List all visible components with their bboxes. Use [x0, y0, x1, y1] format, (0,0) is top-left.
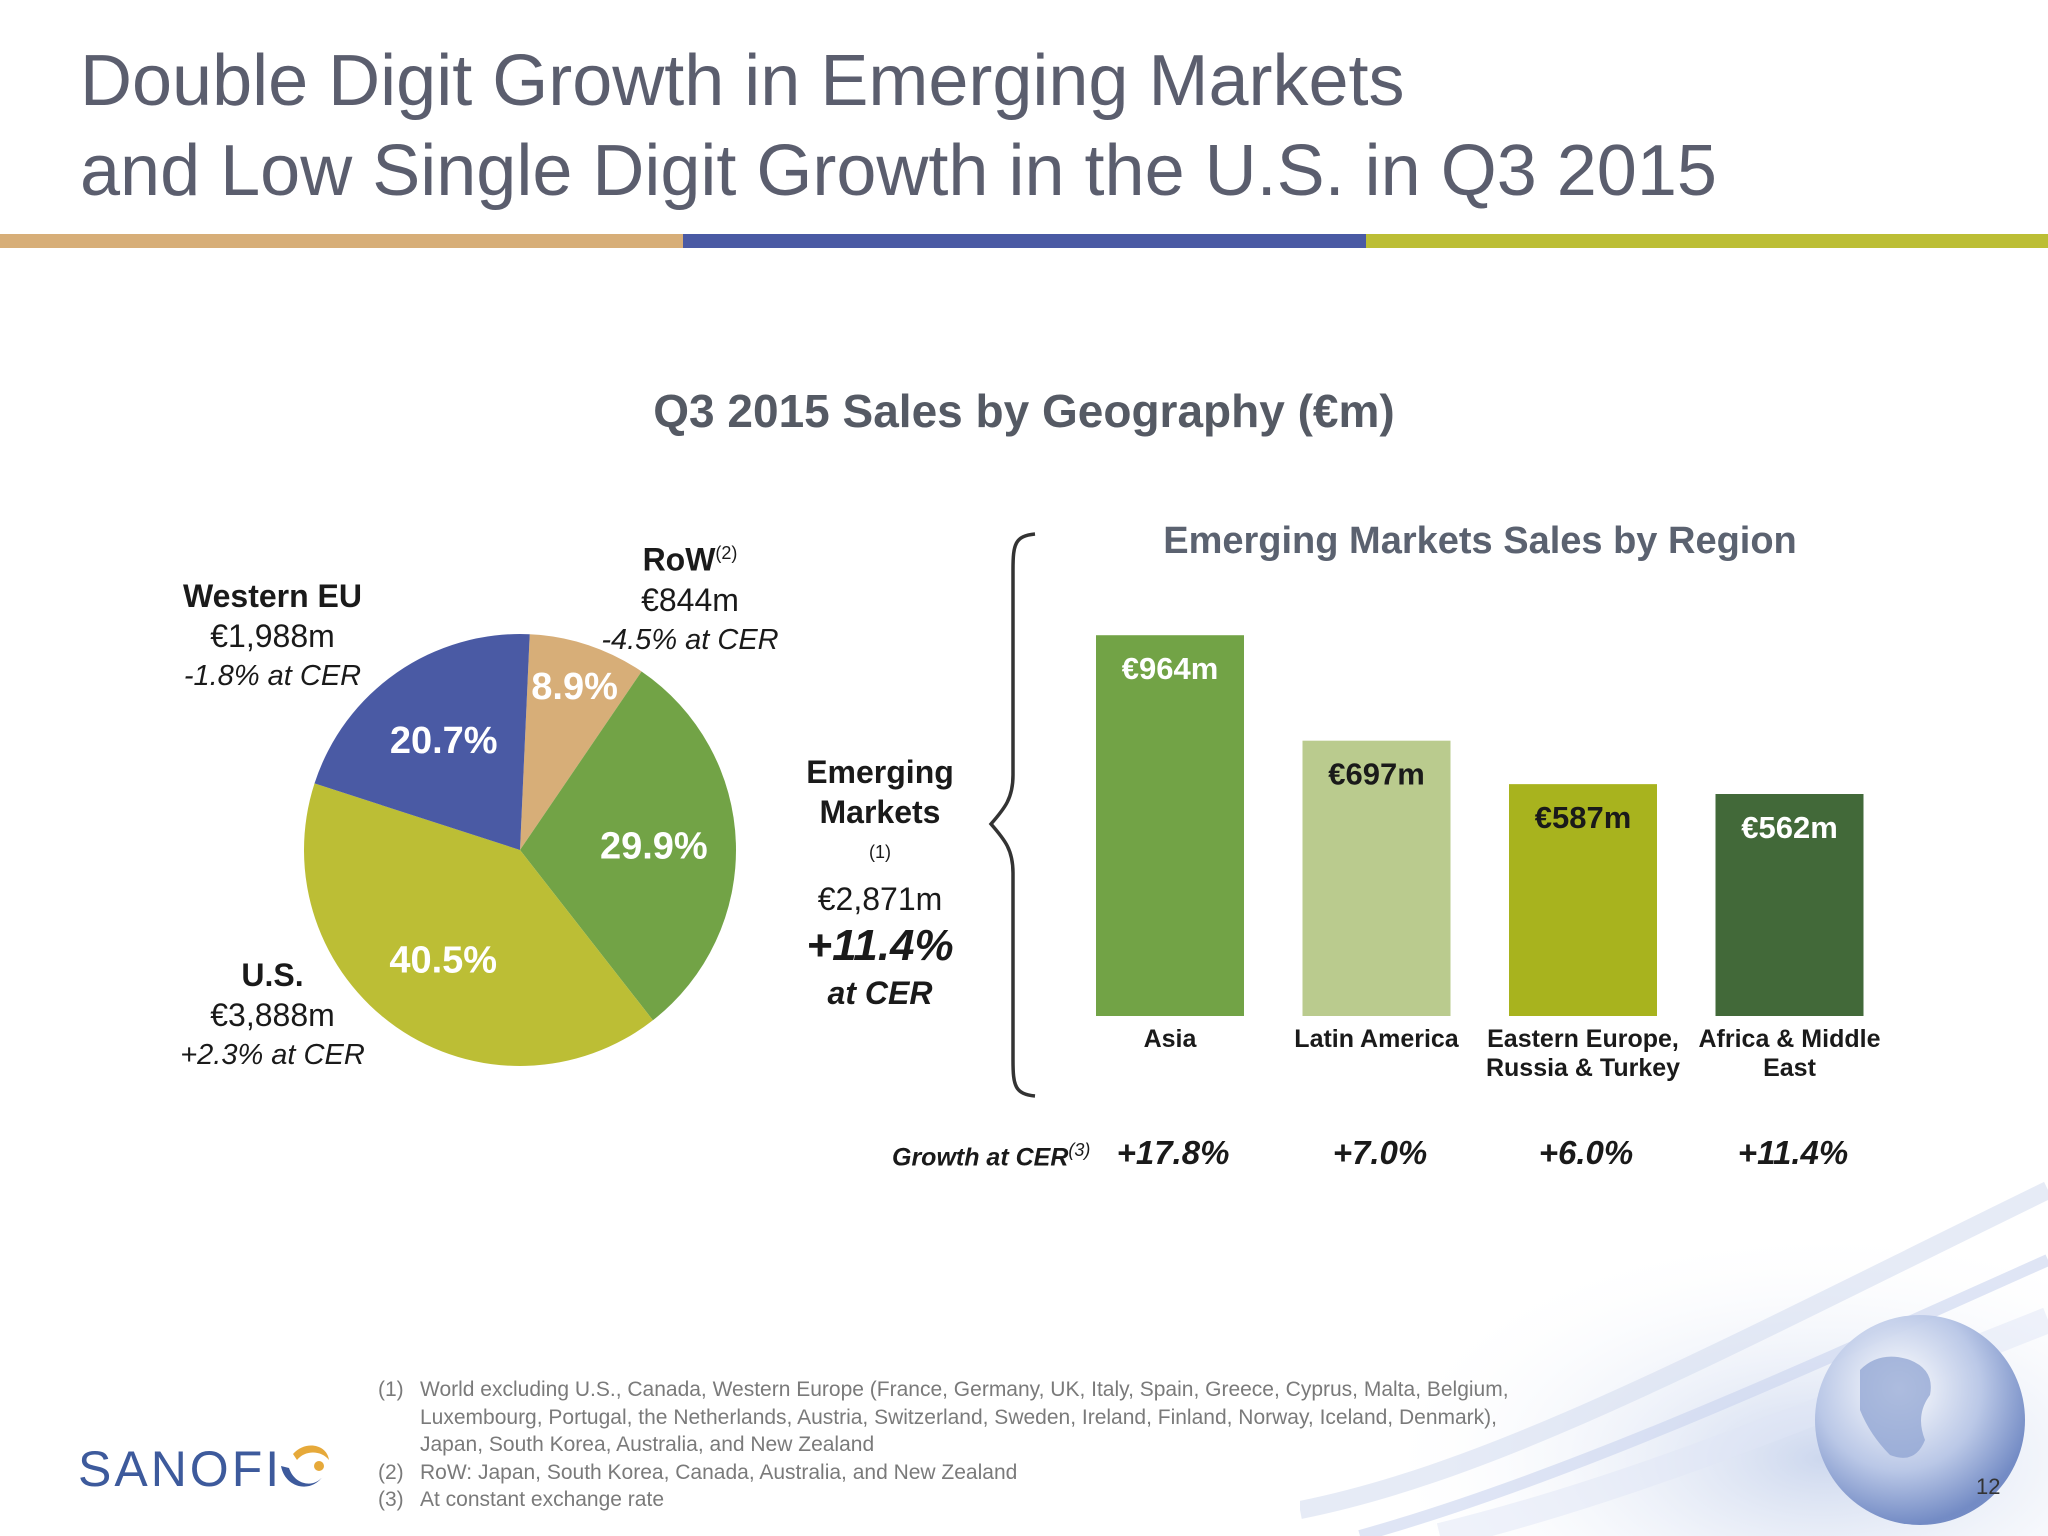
row-name: RoW	[642, 541, 716, 578]
label-emerging-markets: Emerging Markets (1) €2,871m +11.4% at C…	[760, 752, 1000, 1013]
growth-eastern-europe: +6.0%	[1538, 1134, 1634, 1171]
category-label: Latin America	[1294, 1025, 1460, 1053]
row-footnote-ref: (2)	[715, 543, 738, 563]
bar-asia	[1096, 635, 1244, 1016]
pie-pct-emerging-markets: 29.9%	[600, 826, 708, 868]
chart-subtitle: Q3 2015 Sales by Geography (€m)	[653, 385, 1395, 437]
sanofi-logo-text: SANOFI	[78, 1441, 283, 1497]
category-label: East	[1763, 1054, 1816, 1082]
pie-pct-western-eu: 20.7%	[390, 720, 498, 762]
emerging-markets-name: Emerging Markets	[806, 754, 954, 830]
footnote-3-text: At constant exchange rate	[420, 1488, 664, 1511]
bar-value-label: €697m	[1328, 757, 1425, 792]
category-label: Asia	[1144, 1025, 1198, 1053]
category-label: Eastern Europe,	[1487, 1025, 1679, 1053]
stripe-tan	[0, 234, 683, 248]
us-value: €3,888m	[210, 997, 335, 1033]
row-value: €844m	[641, 581, 739, 618]
growth-africa-middle-east: +11.4%	[1737, 1134, 1849, 1171]
sanofi-bird-icon	[281, 1445, 329, 1487]
growth-footnote-ref: (3)	[1068, 1140, 1091, 1160]
bar-value-label: €562m	[1741, 810, 1838, 845]
pie-pct-u-s-: 40.5%	[389, 940, 497, 982]
bar-eastern-europe-russia-turkey	[1509, 784, 1657, 1016]
title-line-1: Double Digit Growth in Emerging Markets	[80, 41, 1405, 121]
footnotes: (1) World excluding U.S., Canada, Wester…	[378, 1376, 1528, 1514]
footnote-2-text: RoW: Japan, South Korea, Canada, Austral…	[420, 1460, 1018, 1484]
pie-pct-row: 8.9%	[531, 666, 618, 708]
page-number: 12	[1976, 1474, 2001, 1499]
stripe-olive	[1366, 234, 2048, 248]
footnote-1: (1) World excluding U.S., Canada, Wester…	[378, 1376, 1528, 1459]
us-name: U.S.	[241, 957, 304, 993]
globe-background-graphic	[1300, 1150, 2048, 1536]
pie-slice-emerging-markets	[520, 671, 736, 1021]
emerging-markets-value: €2,871m	[817, 881, 943, 917]
growth-label: Growth at CER(3)	[892, 1140, 1090, 1172]
emerging-markets-growth: +11.4%	[806, 921, 954, 970]
footnote-1-number: (1)	[378, 1378, 404, 1401]
title-line-2: and Low Single Digit Growth in the U.S. …	[80, 131, 1717, 211]
label-western-eu: Western EU €1,988m -1.8% at CER	[150, 576, 395, 696]
label-us: U.S. €3,888m +2.3% at CER	[150, 955, 395, 1075]
label-row: RoW(2) €844m -4.5% at CER	[580, 533, 800, 660]
stripe-blue	[683, 234, 1366, 248]
footnote-2-number: (2)	[378, 1460, 404, 1484]
western-eu-value: €1,988m	[210, 618, 335, 654]
growth-asia: +17.8%	[1116, 1134, 1230, 1171]
footnote-3: (3) At constant exchange rate	[378, 1486, 1528, 1514]
footnote-3-number: (3)	[378, 1488, 404, 1511]
growth-label-text: Growth at CER	[892, 1143, 1069, 1172]
emerging-markets-footnote-ref: (1)	[869, 842, 891, 862]
slide-title: Double Digit Growth in Emerging Markets …	[80, 36, 1717, 216]
us-cer: +2.3% at CER	[180, 1039, 365, 1071]
footnote-1-text: World excluding U.S., Canada, Western Eu…	[420, 1378, 1509, 1456]
bar-value-label: €964m	[1122, 651, 1219, 686]
pie-slice-u-s-	[304, 783, 653, 1066]
bar-latin-america	[1302, 740, 1451, 1016]
pie-slice-row	[520, 634, 642, 850]
emerging-markets-cer-suffix: at CER	[827, 975, 933, 1011]
growth-latin-america: +7.0%	[1332, 1134, 1428, 1171]
bar-chart-title: Emerging Markets Sales by Region	[1163, 520, 1797, 562]
emerging-markets-bar-chart: €964m Asia €697m Latin America €587m Eastern …	[1096, 635, 1881, 1082]
curly-brace	[988, 532, 1036, 1098]
geography-pie-chart: 8.9% 29.9% 40.5% 20.7%	[304, 634, 736, 1066]
category-label: Africa & Middle	[1699, 1025, 1881, 1053]
footnote-2: (2) RoW: Japan, South Korea, Canada, Aus…	[378, 1459, 1528, 1487]
western-eu-name: Western EU	[182, 578, 362, 614]
bar-value-label: €587m	[1535, 800, 1632, 835]
category-label: Russia & Turkey	[1486, 1054, 1680, 1082]
row-cer: -4.5% at CER	[601, 623, 779, 656]
pie-slice-western-eu	[314, 634, 530, 850]
western-eu-cer: -1.8% at CER	[183, 660, 362, 692]
bar-africa-middle-east	[1715, 794, 1864, 1016]
